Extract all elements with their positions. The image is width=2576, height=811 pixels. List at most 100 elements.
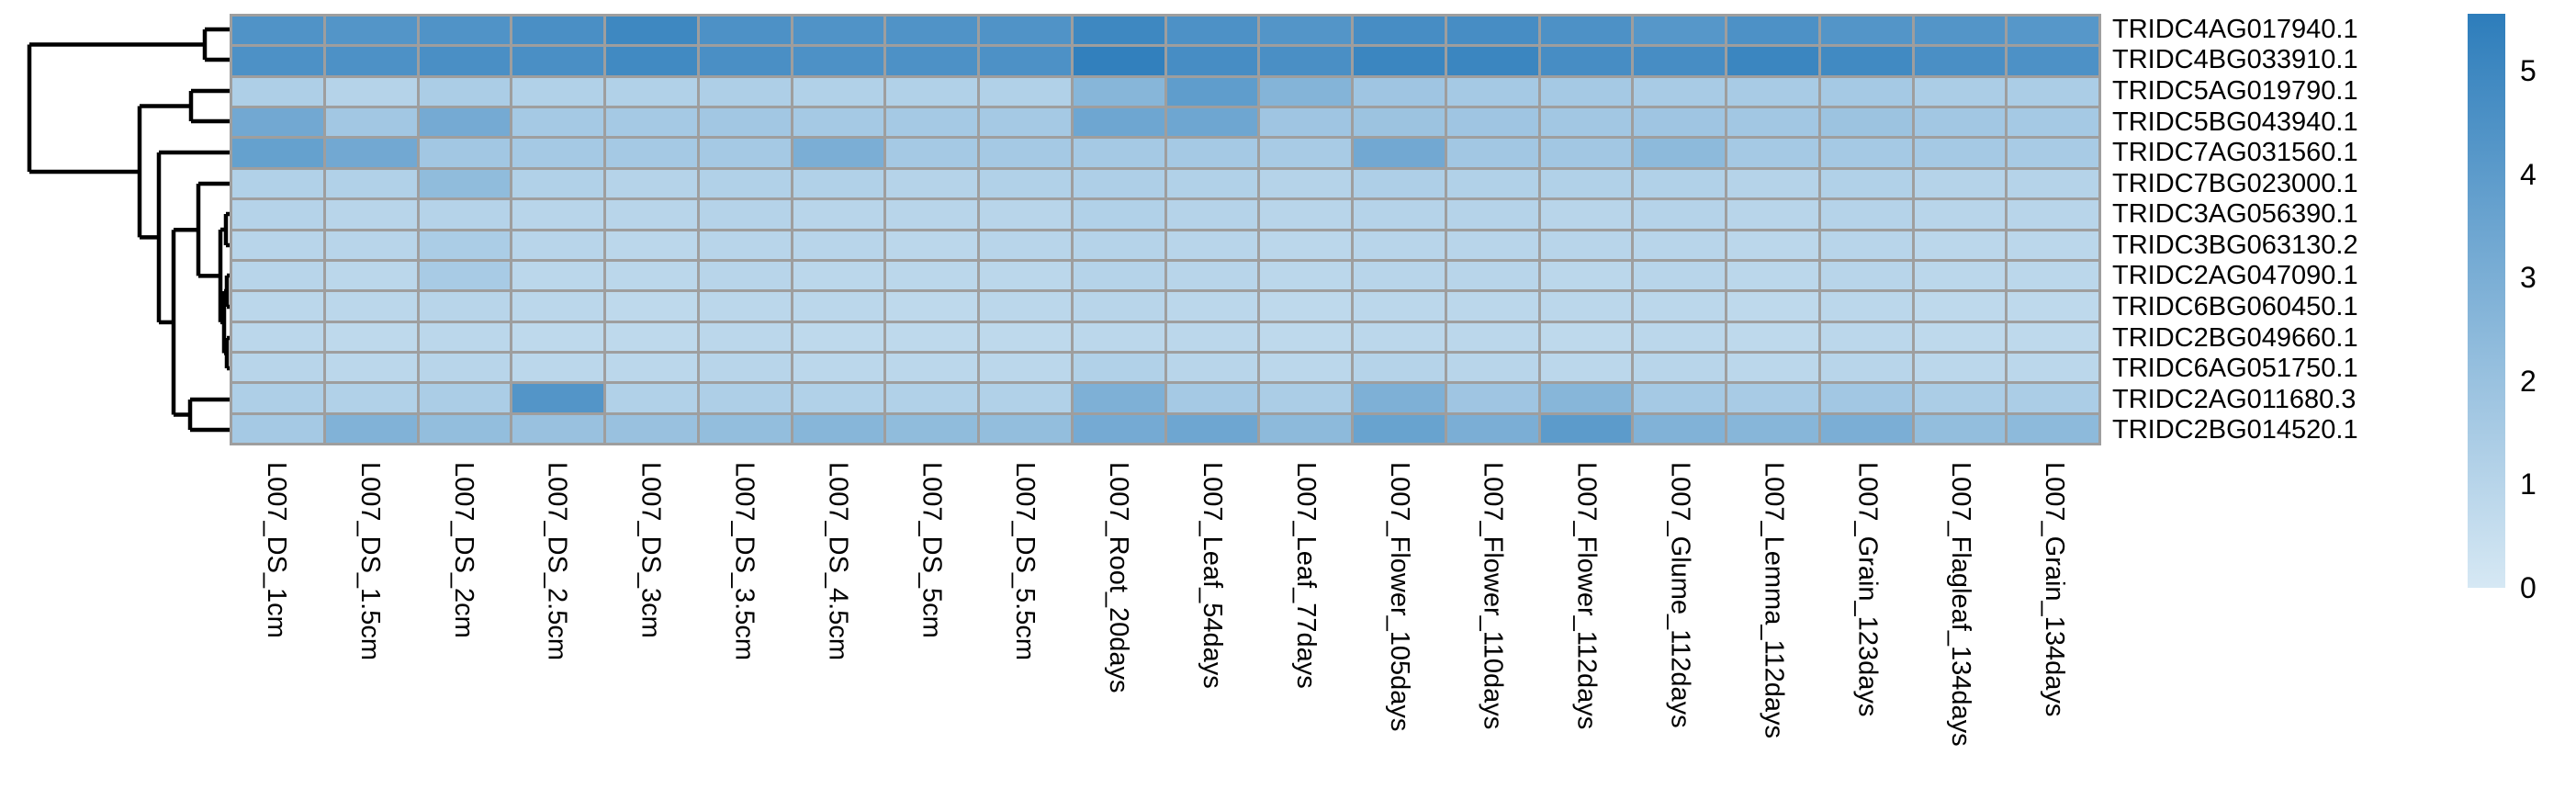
heatmap-cell — [1260, 108, 1351, 137]
heatmap-cell — [1073, 384, 1164, 412]
heatmap-cell — [1446, 322, 1538, 351]
heatmap-cell — [512, 108, 603, 137]
heatmap-cell — [325, 353, 417, 382]
heatmap-cell — [1540, 169, 1632, 198]
colorbar-tick-label: 3 — [2520, 261, 2537, 295]
heatmap-cell — [1540, 108, 1632, 137]
heatmap-cell — [1727, 77, 1818, 107]
heatmap-cell — [606, 322, 697, 351]
heatmap-cell — [325, 384, 417, 412]
heatmap-cell — [1914, 231, 2006, 259]
heatmap-cell — [1446, 47, 1538, 75]
heatmap-cell — [1634, 322, 1725, 351]
col-label: L007_Root_20days — [1104, 462, 1134, 693]
heatmap-cell — [606, 414, 697, 443]
col-label: L007_DS_2.5cm — [542, 462, 572, 661]
heatmap-cell — [1914, 108, 2006, 137]
heatmap-cell — [699, 353, 791, 382]
heatmap-cell — [419, 77, 511, 107]
heatmap-cell — [1073, 261, 1164, 290]
heatmap-cell — [1446, 292, 1538, 321]
heatmap-cell — [1073, 414, 1164, 443]
heatmap-cell — [1166, 414, 1258, 443]
col-label: L007_DS_3cm — [636, 462, 666, 638]
heatmap-cell — [512, 200, 603, 229]
heatmap-cell — [325, 169, 417, 198]
heatmap-cell — [699, 47, 791, 75]
heatmap-cell — [2008, 17, 2098, 45]
heatmap-cell — [1820, 353, 1912, 382]
heatmap-cell — [1260, 384, 1351, 412]
heatmap-cell — [1634, 47, 1725, 75]
heatmap-cell — [1166, 292, 1258, 321]
heatmap-cell — [1260, 414, 1351, 443]
heatmap-cell — [980, 108, 1071, 137]
heatmap-cell — [1354, 414, 1445, 443]
heatmap-cell — [419, 139, 511, 167]
heatmap-cell — [2008, 322, 2098, 351]
heatmap-cell — [1260, 200, 1351, 229]
heatmap-cell — [1820, 169, 1912, 198]
heatmap-cell — [606, 169, 697, 198]
heatmap-cell — [1727, 169, 1818, 198]
heatmap-cell — [2008, 353, 2098, 382]
heatmap-cell — [1260, 77, 1351, 107]
heatmap-cell — [1634, 261, 1725, 290]
heatmap-cell — [512, 169, 603, 198]
heatmap-cell — [2008, 169, 2098, 198]
heatmap-cell — [232, 169, 323, 198]
heatmap-cell — [1727, 322, 1818, 351]
col-label: L007_Flagleaf_134days — [1946, 462, 1976, 747]
heatmap-cell — [419, 292, 511, 321]
heatmap-cell — [1820, 292, 1912, 321]
heatmap-cell — [1820, 17, 1912, 45]
heatmap-cell — [793, 47, 884, 75]
heatmap-cell — [980, 17, 1071, 45]
heatmap-cell — [232, 17, 323, 45]
heatmap-cell — [1260, 231, 1351, 259]
heatmap-cell — [886, 47, 977, 75]
heatmap-cell — [325, 17, 417, 45]
colorbar-tick-label: 2 — [2520, 364, 2537, 398]
heatmap-cell — [1354, 322, 1445, 351]
heatmap-cell — [606, 47, 697, 75]
heatmap-cell — [886, 139, 977, 167]
heatmap-cell — [2008, 231, 2098, 259]
heatmap-cell — [699, 169, 791, 198]
heatmap-cell — [1260, 139, 1351, 167]
heatmap-cell — [1914, 77, 2006, 107]
heatmap-cell — [512, 261, 603, 290]
heatmap-cell — [419, 414, 511, 443]
heatmap-cell — [232, 108, 323, 137]
heatmap-cell — [1820, 139, 1912, 167]
row-label: TRIDC2BG049660.1 — [2112, 322, 2358, 353]
heatmap-cell — [1073, 77, 1164, 107]
heatmap-cell — [1166, 353, 1258, 382]
heatmap-cell — [419, 108, 511, 137]
row-label: TRIDC5BG043940.1 — [2112, 107, 2358, 137]
heatmap-cell — [793, 231, 884, 259]
heatmap-cell — [1354, 47, 1445, 75]
col-label: L007_Flower_110days — [1478, 462, 1508, 730]
heatmap-cell — [512, 47, 603, 75]
heatmap-cell — [1540, 353, 1632, 382]
heatmap-cell — [1540, 292, 1632, 321]
heatmap-cell — [512, 17, 603, 45]
col-label: L007_DS_4.5cm — [823, 462, 853, 661]
heatmap-cell — [1914, 261, 2006, 290]
heatmap-cell — [2008, 261, 2098, 290]
col-label: L007_Flower_112days — [1571, 462, 1602, 730]
heatmap-cell — [1446, 17, 1538, 45]
heatmap-cell — [232, 139, 323, 167]
heatmap-cell — [1540, 17, 1632, 45]
heatmap-cell — [980, 292, 1071, 321]
heatmap-cell — [1166, 47, 1258, 75]
heatmap-cell — [1260, 292, 1351, 321]
row-label: TRIDC6BG060450.1 — [2112, 291, 2358, 321]
heatmap-cell — [980, 200, 1071, 229]
heatmap-cell — [1260, 169, 1351, 198]
heatmap-cell — [1634, 292, 1725, 321]
heatmap-cell — [1634, 139, 1725, 167]
heatmap-cell — [793, 200, 884, 229]
